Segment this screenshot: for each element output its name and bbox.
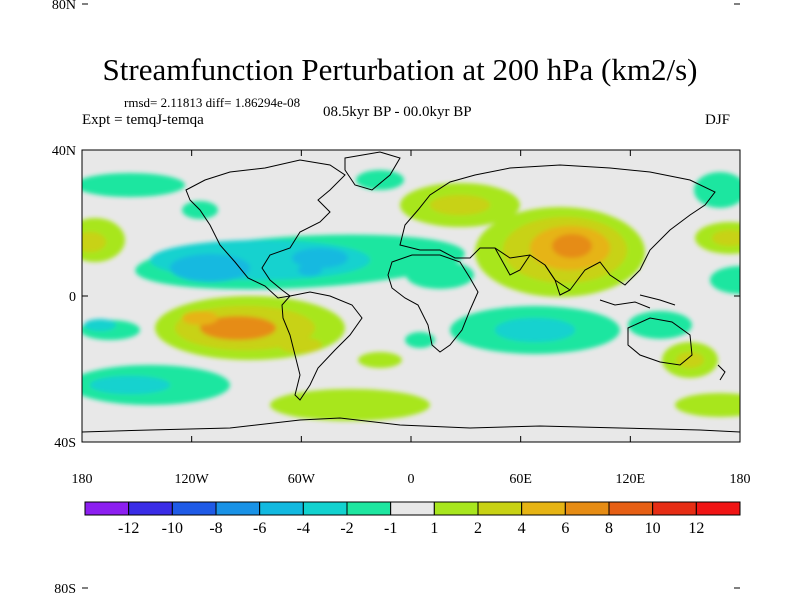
x-tick-label: 60E [509, 472, 532, 487]
colorbar-swatch [346, 501, 392, 516]
colorbar-swatch [215, 501, 261, 516]
colorbar-swatch [521, 501, 566, 516]
colorbar-swatch [564, 501, 610, 516]
colorbar-swatch [128, 501, 173, 516]
colorbar-swatch [652, 501, 697, 516]
colorbar-label: 2 [474, 520, 482, 537]
y-tick-label: 80S [54, 582, 76, 597]
experiment-label: Expt = temqJ-temqa [82, 112, 204, 128]
y-tick-label: 40S [54, 436, 76, 451]
colorbar-swatch [302, 501, 348, 516]
colorbar-label: 6 [561, 520, 569, 537]
x-tick-label: 60W [288, 472, 316, 487]
y-tick-label: 0 [69, 290, 76, 305]
colorbar-swatch [433, 501, 479, 516]
x-tick-label: 120E [616, 472, 646, 487]
x-axis: 180 120W 60W 0 60E 120E 180 [72, 150, 751, 487]
colorbar-swatch [259, 501, 304, 516]
colorbar-label: 4 [518, 520, 526, 537]
colorbar-label: 12 [688, 520, 704, 537]
colorbar-label: -8 [209, 520, 222, 537]
colorbar-swatch [608, 501, 654, 516]
colorbar: -12 -10 -8 -6 -4 -2 -1 1 2 4 6 8 10 12 [84, 501, 741, 537]
colorbar-swatch [477, 501, 523, 516]
colorbar-swatch [171, 501, 217, 516]
rmsd-diff-stats: rmsd= 2.11813 diff= 1.86294e-08 [124, 95, 301, 110]
x-tick-label: 180 [730, 472, 751, 487]
colorbar-label: 1 [430, 520, 438, 537]
colorbar-swatch [390, 501, 435, 516]
y-tick-label: 40N [52, 144, 76, 159]
colorbar-label: -12 [118, 520, 139, 537]
contour-fill [82, 170, 740, 421]
colorbar-label: 10 [645, 520, 661, 537]
colorbar-label: -6 [253, 520, 266, 537]
colorbar-label: 8 [605, 520, 613, 537]
season-label: DJF [705, 112, 731, 128]
page-title: Streamfunction Perturbation at 200 hPa (… [102, 52, 698, 87]
x-tick-label: 120W [175, 472, 210, 487]
colorbar-label: -2 [340, 520, 353, 537]
period-label: 08.5kyr BP - 00.0kyr BP [323, 104, 472, 120]
colorbar-label: -10 [162, 520, 183, 537]
map-field [82, 150, 740, 442]
y-axis: 80N 40N 0 40S 80S [52, 0, 740, 597]
x-tick-label: 180 [72, 472, 93, 487]
colorbar-label: -4 [297, 520, 310, 537]
colorbar-swatch [84, 501, 130, 516]
colorbar-swatch [695, 501, 741, 516]
x-tick-label: 0 [408, 472, 415, 487]
colorbar-label: -1 [384, 520, 397, 537]
coastlines [82, 151, 740, 433]
y-tick-label: 80N [52, 0, 76, 13]
